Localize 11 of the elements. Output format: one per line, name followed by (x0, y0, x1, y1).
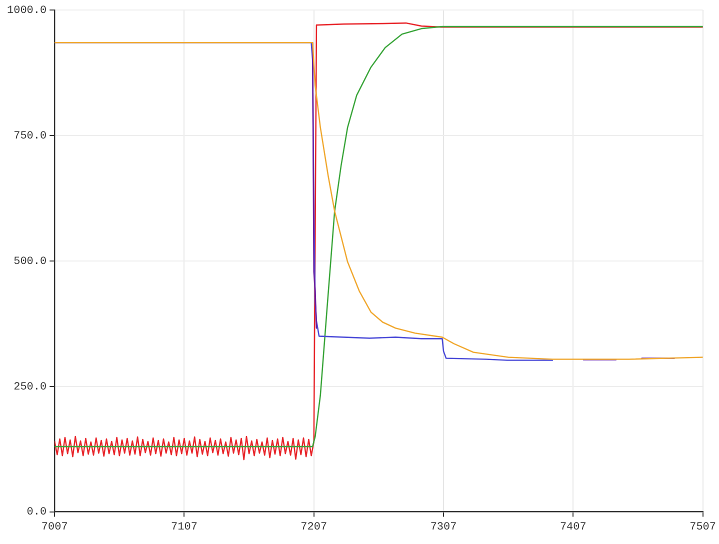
x-tick-label: 7207 (300, 521, 328, 534)
x-tick-label: 7507 (690, 521, 716, 534)
x-tick-label: 7107 (171, 521, 198, 534)
y-tick-label: 0.0 (26, 506, 47, 519)
x-tick-label: 7307 (430, 521, 457, 534)
y-tick-label: 250.0 (14, 381, 47, 394)
x-tick-label: 7407 (560, 521, 586, 534)
y-tick-label: 1000.0 (6, 4, 47, 17)
x-tick-label: 7007 (41, 521, 68, 534)
y-tick-label: 750.0 (14, 130, 47, 142)
y-tick-label: 500.0 (14, 256, 47, 268)
